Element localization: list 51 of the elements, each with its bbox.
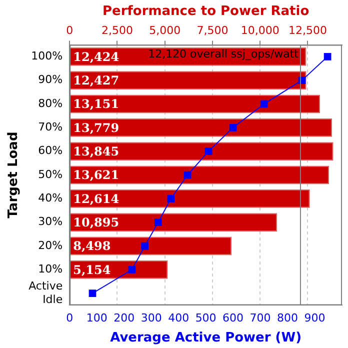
x-tick-label: 0 [66,312,74,325]
data-label: 8,498 [73,239,111,254]
y-tick-label: 60% [38,144,63,158]
x-tick-label: 300 [140,312,162,325]
x-tick-label: 600 [222,312,244,325]
x-tick-label: 100 [86,312,108,325]
y-tick-label: 100% [31,49,63,62]
data-label: 13,621 [73,168,120,182]
x-tick-label: 200 [114,312,135,325]
y-tick-label: 90% [38,73,63,86]
x-tick-label: 700 [250,312,271,325]
x2-tick-label: 7,500 [196,24,228,38]
y-tick-label: 80% [38,96,63,110]
data-label: 13,151 [73,97,120,112]
point [167,194,175,202]
data-label: 10,895 [73,215,120,230]
data-label: 12,614 [73,192,120,206]
x-tick-label: 400 [168,312,190,325]
data-label: 13,845 [73,144,120,158]
y-tick-label: 50% [38,168,63,181]
point [128,266,136,274]
point [141,242,148,250]
y-tick-label: 70% [38,120,63,134]
x2-tick-label: 10,000 [240,24,280,38]
y-tick-label: 30% [38,215,63,228]
x-tick-label: 900 [304,312,326,325]
x2-tick-label: 2,500 [101,24,133,38]
y-tick-label: Active Idle [28,280,63,306]
y-axis-title: Target Load [6,132,22,218]
x2-tick-label: 5,000 [149,24,181,38]
point [88,290,96,298]
data-label: 13,779 [73,120,120,135]
point [229,124,237,132]
y-tick-label: 20% [38,238,63,252]
ref-line-label: 12,120 overall ssj_ops/watt [148,48,300,61]
x2-tick-label: 0 [66,24,74,38]
point [324,52,332,60]
data-label: 5,154 [73,262,111,277]
point [260,100,268,108]
point [154,218,162,226]
x-tick-label: 800 [277,312,298,325]
point [204,148,212,156]
x-tick-label: 500 [195,312,216,325]
data-label: 12,424 [73,50,120,64]
x2-tick-label: 12,500 [288,24,327,38]
y-tick-label: 40% [38,192,63,205]
x2-axis-title: Performance to Power Ratio [102,4,310,20]
y-tick-label: 10% [38,262,63,276]
x-axis-title: Average Active Power (W) [110,330,302,346]
point [184,171,192,179]
data-label: 12,427 [73,73,120,88]
